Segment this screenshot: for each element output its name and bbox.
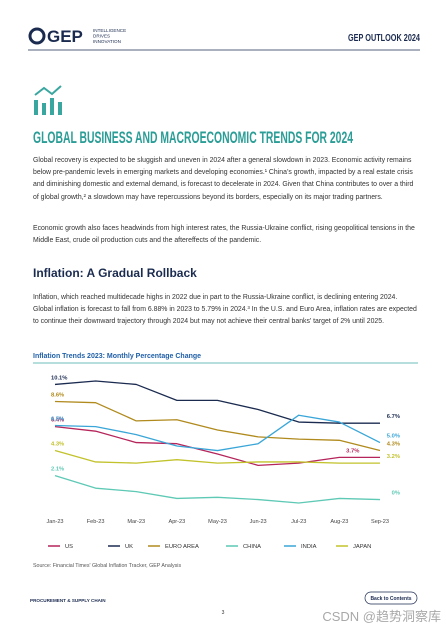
data-label: 10.1%	[51, 375, 67, 381]
back-button[interactable]	[364, 591, 418, 605]
chart-title: Inflation Trends 2023: Monthly Percentag…	[33, 353, 201, 360]
x-tick-label: Aug-23	[330, 519, 348, 525]
page-title: GLOBAL BUSINESS AND MACROECONOMIC TRENDS…	[33, 128, 353, 147]
legend-label: CHINA	[243, 544, 261, 550]
paragraph: Economic growth also faces headwinds fro…	[33, 225, 415, 245]
legend-label: INDIA	[301, 544, 317, 550]
paragraph: Global recovery is expected to be sluggi…	[33, 157, 414, 201]
x-tick-label: Mar-23	[127, 519, 145, 525]
data-label: 0%	[392, 491, 400, 497]
publication: GEP OUTLOOK 2024	[348, 33, 420, 44]
legend-label: JAPAN	[353, 544, 371, 550]
chart-source: Source: Financial Times' Global Inflatio…	[33, 563, 181, 569]
data-label: 8.6%	[51, 393, 64, 399]
data-label: 6.4%	[51, 418, 64, 424]
data-label: 3.2%	[387, 454, 400, 460]
tagline: DRIVES	[93, 34, 110, 39]
watermark: CSDN @趋势洞察库	[322, 609, 441, 624]
x-tick-label: May-23	[208, 519, 227, 525]
series-line	[54, 425, 380, 467]
section-heading: Inflation: A Gradual Rollback	[33, 266, 197, 280]
data-label: 4.3%	[51, 442, 64, 448]
data-label: 4.3%	[387, 442, 400, 448]
back-link[interactable]: Back to Contents	[370, 596, 411, 602]
footer-section: PROCUREMENT & SUPPLY CHAIN	[30, 598, 106, 603]
logo: GEP	[47, 27, 83, 46]
x-tick-label: Apr-23	[168, 519, 185, 525]
legend-label: US	[65, 544, 73, 550]
page-number: 3	[222, 610, 225, 616]
x-tick-label: Jan-23	[46, 519, 63, 525]
section-icon	[34, 85, 62, 115]
series-line	[54, 475, 381, 504]
legend-label: UK	[125, 544, 133, 550]
series-line	[54, 400, 381, 452]
tagline: INNOVATION	[93, 39, 121, 44]
tagline: INTELLIGENCE	[93, 28, 126, 33]
x-tick-label: Jul-23	[291, 519, 306, 525]
series-line	[54, 449, 380, 464]
data-label: 6.5%	[51, 416, 64, 422]
x-tick-label: Jun-23	[250, 519, 267, 525]
data-label: 5.0%	[387, 434, 400, 440]
paragraph: Inflation, which reached multidecade hig…	[33, 294, 417, 326]
x-tick-label: Feb-23	[87, 519, 105, 525]
series-line	[54, 414, 381, 452]
data-label: 3.7%	[346, 448, 359, 454]
series-line	[54, 380, 380, 424]
data-label: 6.7%	[387, 414, 400, 420]
chart: Jan-23 Feb-23 Mar-23 Apr-23 May-23 Jun-23 Jul-…	[46, 375, 400, 550]
logo-mark	[28, 27, 46, 45]
data-label: 2.1%	[51, 467, 64, 473]
x-tick-label: Sep-23	[371, 519, 389, 525]
legend-label: EURO AREA	[165, 544, 199, 550]
